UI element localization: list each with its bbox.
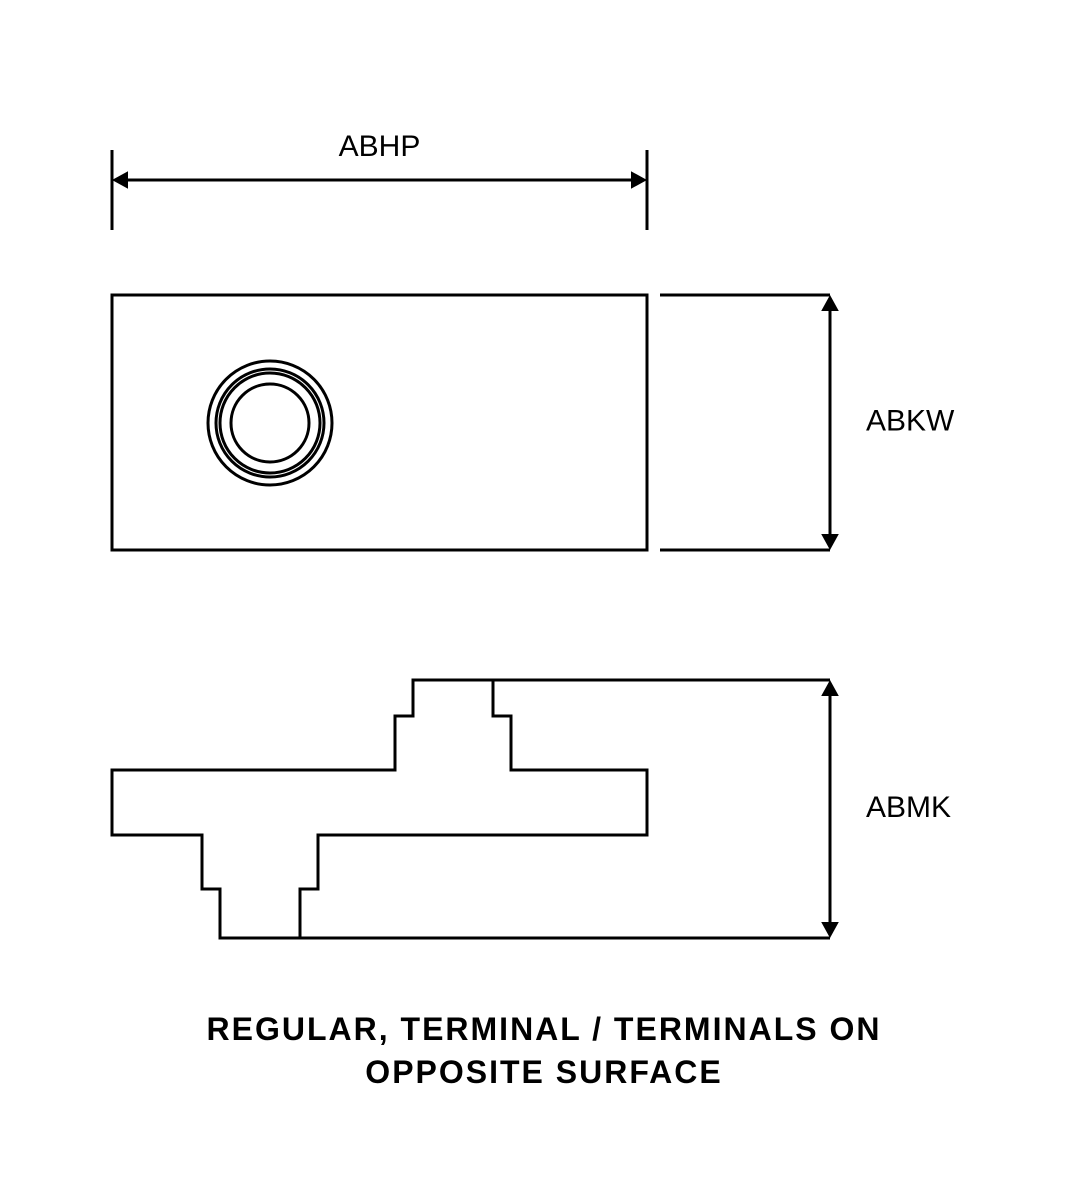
- svg-text:ABHP: ABHP: [339, 130, 421, 163]
- svg-text:OPPOSITE SURFACE: OPPOSITE SURFACE: [365, 1054, 722, 1090]
- svg-text:ABKW: ABKW: [866, 404, 955, 437]
- svg-text:ABMK: ABMK: [866, 791, 951, 824]
- svg-text:REGULAR, TERMINAL / TERMINALS: REGULAR, TERMINAL / TERMINALS ON: [207, 1011, 882, 1047]
